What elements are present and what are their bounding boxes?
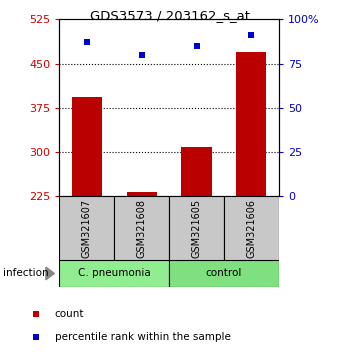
Bar [72, 97, 102, 196]
Bar [224, 196, 279, 260]
Point [84, 40, 90, 45]
Bar [169, 260, 279, 287]
Point [194, 43, 199, 49]
Point [249, 33, 254, 38]
Text: control: control [206, 268, 242, 279]
Bar [59, 196, 114, 260]
Text: GDS3573 / 203162_s_at: GDS3573 / 203162_s_at [90, 9, 250, 22]
Text: C. pneumonia: C. pneumonia [78, 268, 151, 279]
Text: count: count [55, 309, 84, 319]
Bar [182, 148, 211, 196]
Bar [59, 260, 169, 287]
Bar [127, 192, 157, 196]
Point [139, 52, 144, 58]
Text: GSM321608: GSM321608 [137, 199, 147, 258]
Point [34, 312, 39, 317]
Bar [169, 196, 224, 260]
Text: GSM321606: GSM321606 [246, 199, 256, 258]
Text: GSM321605: GSM321605 [191, 199, 202, 258]
Text: percentile rank within the sample: percentile rank within the sample [55, 332, 231, 342]
Bar [236, 52, 267, 196]
Bar [114, 196, 169, 260]
Text: GSM321607: GSM321607 [82, 199, 92, 258]
Text: infection: infection [3, 268, 49, 279]
Point [34, 334, 39, 340]
